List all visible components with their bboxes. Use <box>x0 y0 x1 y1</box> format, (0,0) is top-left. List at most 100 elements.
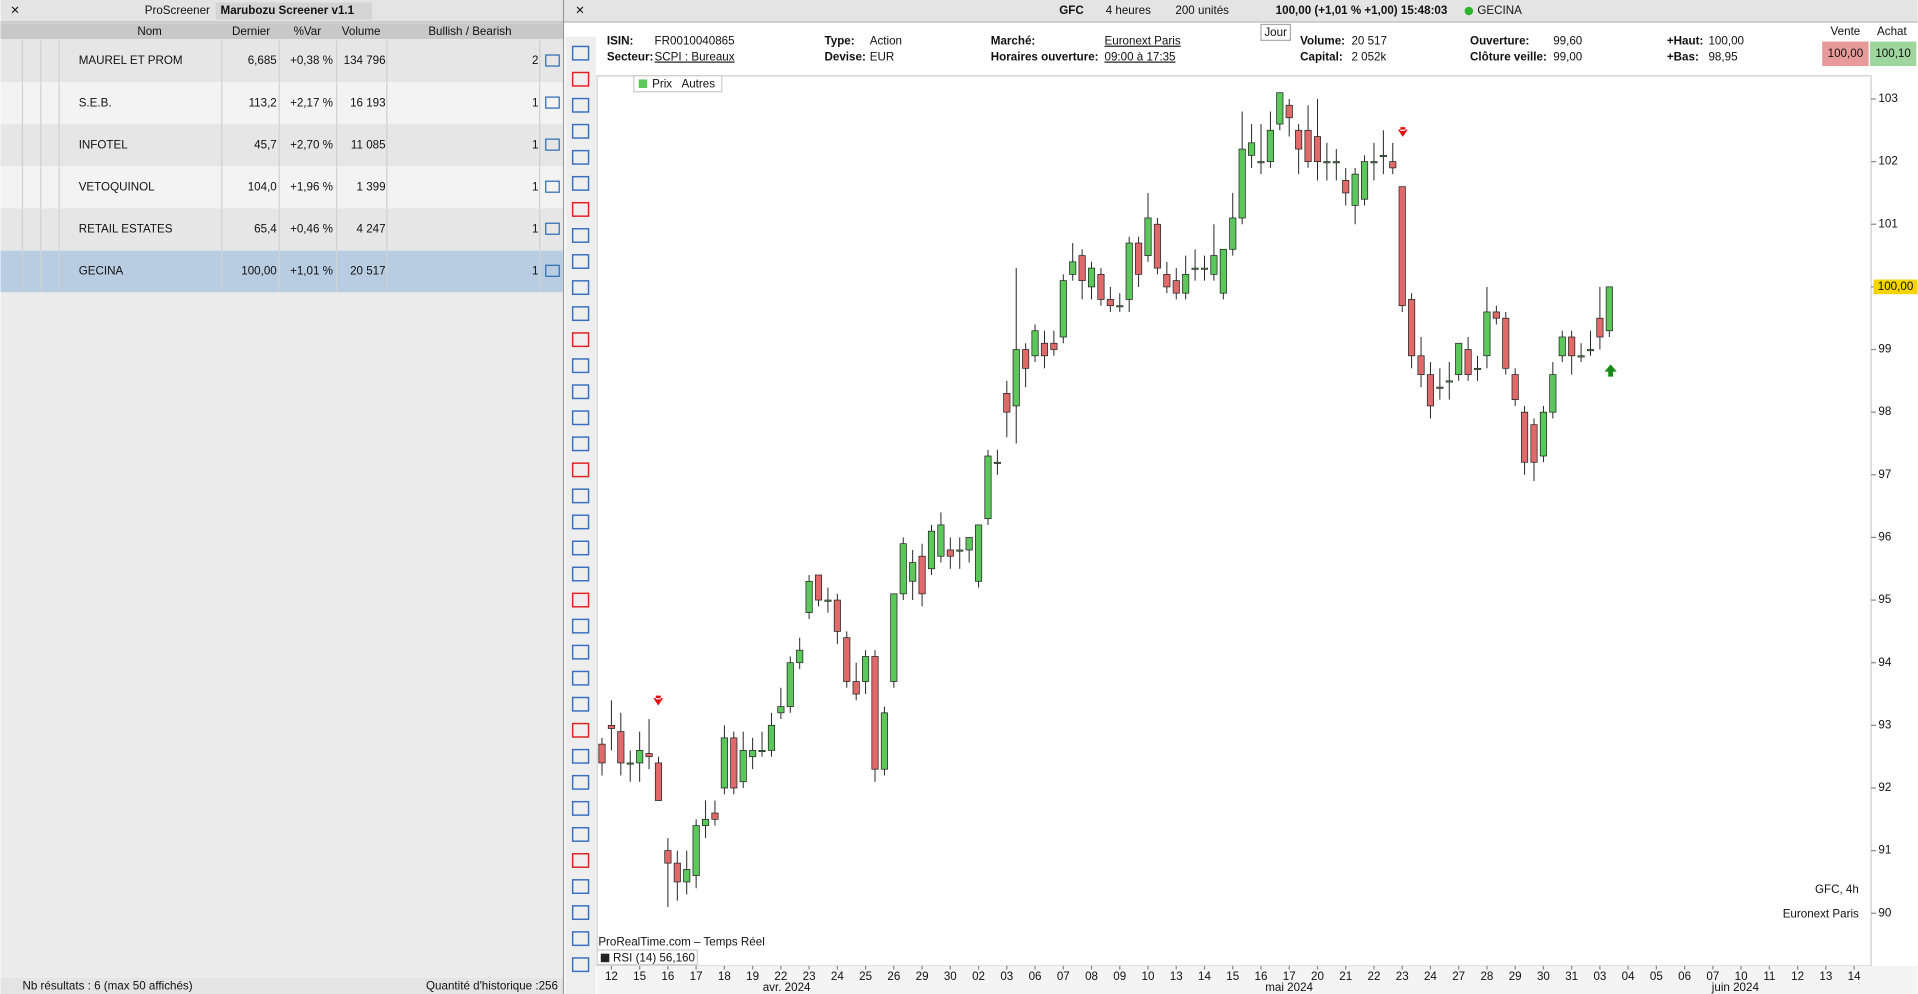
tool-icon[interactable] <box>571 175 590 191</box>
info-value[interactable]: 09:00 à 17:35 <box>1104 51 1175 64</box>
tool-icon[interactable] <box>571 228 590 243</box>
tool-icon[interactable] <box>571 931 590 947</box>
candle-body <box>1285 104 1293 119</box>
screener-select[interactable] <box>215 2 373 20</box>
column-header[interactable]: Nom <box>137 25 162 38</box>
tool-icon[interactable] <box>571 774 590 790</box>
info-label: Type: <box>825 35 855 48</box>
table-row[interactable] <box>0 124 563 167</box>
candle-body <box>598 743 606 764</box>
buy-button[interactable] <box>1869 41 1917 67</box>
y-tick-label: 93 <box>1878 718 1891 731</box>
info-value[interactable]: SCPI : Bureaux <box>655 51 735 64</box>
tool-icon[interactable] <box>571 748 590 764</box>
toolbar-period[interactable]: 4 heures <box>1106 4 1151 17</box>
close-icon[interactable]: ✕ <box>575 4 585 17</box>
screener-name[interactable]: Marubozu Screener v1.1 <box>221 4 355 17</box>
tool-icon[interactable] <box>571 957 590 973</box>
candle-body <box>1577 355 1585 358</box>
candle-body <box>1436 386 1444 389</box>
sell-button[interactable] <box>1822 41 1869 67</box>
tool-icon[interactable] <box>571 462 590 478</box>
candle-body <box>1586 349 1595 352</box>
tool-icon[interactable] <box>571 879 590 894</box>
tool-icon[interactable] <box>571 384 590 400</box>
info-label: Marché: <box>991 35 1036 48</box>
table-row[interactable] <box>0 208 563 251</box>
tool-icon[interactable] <box>571 514 590 530</box>
tool-icon[interactable] <box>571 201 590 217</box>
tool-icon[interactable] <box>571 618 590 634</box>
candle-body <box>918 555 926 595</box>
indicator-label[interactable]: RSI (14) 56,160 <box>613 952 695 965</box>
tool-icon[interactable] <box>571 488 590 504</box>
column-header[interactable]: Bullish / Bearish <box>428 25 511 38</box>
tool-icon[interactable] <box>571 123 590 139</box>
chart-icon[interactable] <box>545 222 560 235</box>
tool-icon[interactable] <box>571 306 590 322</box>
screener-tab[interactable]: ProScreener <box>145 4 210 17</box>
toolbar-symbol[interactable]: GFC <box>1059 4 1084 17</box>
sell-value[interactable]: 100,00 <box>1828 47 1864 60</box>
tool-icon[interactable] <box>571 71 590 87</box>
tool-icon[interactable] <box>571 826 590 842</box>
column-header[interactable]: %Var <box>294 25 322 38</box>
tool-icon[interactable] <box>571 592 590 608</box>
column-header[interactable]: Dernier <box>232 25 270 38</box>
tool-icon[interactable] <box>571 566 590 582</box>
column-header[interactable]: Volume <box>342 25 381 38</box>
table-row[interactable] <box>0 166 563 209</box>
buy-value[interactable]: 100,10 <box>1875 47 1911 60</box>
tool-icon[interactable] <box>571 800 590 816</box>
cell: 6,685 <box>248 54 277 67</box>
tool-icon[interactable] <box>571 410 590 426</box>
info-value: 2 052k <box>1351 51 1386 64</box>
x-tick-label: 15 <box>1226 970 1239 983</box>
table-row[interactable] <box>0 40 563 82</box>
tool-icon[interactable] <box>571 280 590 296</box>
chart-icon[interactable] <box>545 138 560 151</box>
toolbar-units[interactable]: 200 unités <box>1175 4 1229 17</box>
sell-label: Vente <box>1831 25 1861 38</box>
chart-icon[interactable] <box>545 54 560 67</box>
tool-icon[interactable] <box>571 254 590 269</box>
chart-icon[interactable] <box>545 264 560 277</box>
tool-icon[interactable] <box>571 540 590 556</box>
tool-icon[interactable] <box>571 149 590 165</box>
y-tick-label: 90 <box>1878 906 1891 919</box>
timeframe-box[interactable] <box>1260 23 1291 41</box>
table-header <box>0 23 563 40</box>
candle-body <box>871 656 879 770</box>
tool-icon[interactable] <box>571 722 590 738</box>
tool-icon[interactable] <box>571 358 590 374</box>
table-row[interactable] <box>0 250 563 293</box>
tool-icon[interactable] <box>571 45 590 61</box>
legend-item[interactable]: Autres <box>681 77 715 90</box>
legend-item[interactable]: Prix <box>652 77 672 90</box>
table-row[interactable] <box>0 82 563 124</box>
x-tick-label: 11 <box>1763 970 1775 983</box>
cell: VETOQUINOL <box>79 180 155 193</box>
candle-body <box>1445 380 1453 383</box>
tool-icon[interactable] <box>571 97 590 113</box>
cell: 1 <box>532 222 538 235</box>
y-tick-label: 95 <box>1878 593 1891 606</box>
info-value[interactable]: Euronext Paris <box>1104 35 1180 48</box>
last-price-box <box>1873 279 1918 295</box>
chart-icon[interactable] <box>545 96 560 109</box>
tool-icon[interactable] <box>571 853 590 868</box>
tool-icon[interactable] <box>571 670 590 686</box>
close-icon[interactable]: ✕ <box>10 4 20 17</box>
candle-body <box>1304 129 1312 162</box>
tool-icon[interactable] <box>571 436 590 452</box>
tool-icon[interactable] <box>571 696 590 712</box>
info-label: Capital: <box>1300 51 1343 64</box>
tool-icon[interactable] <box>571 332 590 348</box>
candle-body <box>1502 317 1510 369</box>
chart-icon[interactable] <box>545 180 560 193</box>
tool-icon[interactable] <box>571 644 590 660</box>
tool-icon[interactable] <box>571 905 590 921</box>
x-tick-label: 24 <box>831 970 844 983</box>
source-label: ProRealTime.com – Temps Réel <box>598 936 764 949</box>
timeframe[interactable]: Jour <box>1264 26 1287 39</box>
